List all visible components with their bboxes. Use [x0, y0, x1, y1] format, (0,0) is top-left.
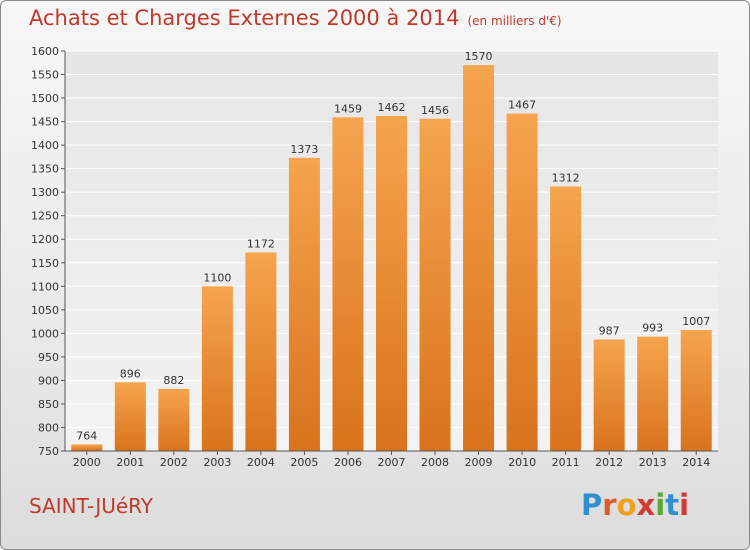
y-tick-label: 750 — [38, 445, 59, 458]
bar — [114, 382, 146, 451]
data-label: 882 — [163, 374, 184, 387]
logo-letter: o — [616, 488, 637, 522]
proxiti-logo[interactable]: Proxiti — [581, 488, 689, 522]
data-label: 987 — [599, 324, 620, 337]
y-tick-label: 1050 — [31, 304, 59, 317]
x-tick-label: 2006 — [334, 456, 362, 469]
data-label: 1456 — [421, 104, 449, 117]
bar — [245, 252, 277, 451]
bar — [463, 65, 495, 451]
x-tick-label: 2011 — [552, 456, 580, 469]
commune-name: SAINT-JUéRY — [29, 494, 153, 518]
x-tick-label: 2002 — [160, 456, 188, 469]
bar — [376, 115, 407, 452]
data-label: 1467 — [508, 99, 536, 112]
y-tick-label: 950 — [38, 351, 59, 364]
x-tick-label: 2013 — [639, 456, 667, 469]
x-tick-label: 2000 — [73, 456, 101, 469]
x-tick-label: 2001 — [116, 456, 144, 469]
data-label: 1007 — [682, 315, 710, 328]
x-tick-label: 2007 — [378, 456, 406, 469]
bar — [332, 117, 364, 452]
y-tick-label: 800 — [38, 421, 59, 434]
data-label: 896 — [120, 367, 141, 380]
bar — [158, 388, 190, 451]
logo-letter: P — [581, 488, 603, 522]
logo-letter: i — [679, 488, 690, 522]
x-tick-label: 2003 — [203, 456, 231, 469]
chart-title-text: Achats et Charges Externes 2000 à 2014 — [29, 6, 460, 30]
data-label: 1570 — [465, 50, 493, 63]
y-tick-label: 1250 — [31, 210, 59, 223]
x-tick-label: 2004 — [247, 456, 275, 469]
data-label: 764 — [76, 429, 97, 442]
bar — [71, 444, 103, 451]
x-tick-label: 2008 — [421, 456, 449, 469]
y-tick-label: 1450 — [31, 116, 59, 129]
x-tick-label: 2009 — [465, 456, 493, 469]
data-label: 1172 — [247, 237, 275, 250]
x-tick-label: 2014 — [682, 456, 710, 469]
logo-letter: x — [636, 488, 656, 522]
y-tick-label: 1150 — [31, 257, 59, 270]
data-label: 993 — [642, 322, 663, 335]
data-label: 1462 — [378, 101, 406, 114]
y-tick-label: 1000 — [31, 327, 59, 340]
bar — [506, 113, 538, 452]
y-tick-label: 1350 — [31, 163, 59, 176]
y-tick-label: 1100 — [31, 280, 59, 293]
y-tick-label: 850 — [38, 398, 59, 411]
y-tick-label: 1600 — [31, 45, 59, 58]
x-tick-label: 2010 — [508, 456, 536, 469]
x-tick-label: 2005 — [290, 456, 318, 469]
bar — [419, 118, 451, 451]
logo-letter: i — [655, 488, 666, 522]
data-label: 1312 — [552, 172, 580, 185]
bar — [637, 336, 669, 451]
bar — [680, 330, 712, 451]
y-tick-label: 1500 — [31, 92, 59, 105]
chart-title: Achats et Charges Externes 2000 à 2014 (e… — [29, 6, 562, 30]
y-tick-label: 900 — [38, 374, 59, 387]
data-label: 1373 — [290, 143, 318, 156]
y-tick-label: 1400 — [31, 139, 59, 152]
bar — [593, 339, 625, 451]
y-tick-label: 1200 — [31, 233, 59, 246]
logo-letter: r — [602, 488, 617, 522]
bar — [550, 186, 582, 451]
data-label: 1459 — [334, 102, 362, 115]
bar — [288, 157, 320, 451]
chart-units: (en milliers d'€) — [467, 14, 562, 28]
y-tick-label: 1550 — [31, 69, 59, 82]
y-tick-label: 1300 — [31, 186, 59, 199]
logo-letter: t — [665, 488, 680, 522]
bar — [201, 286, 233, 451]
data-label: 1100 — [203, 271, 231, 284]
x-tick-label: 2012 — [595, 456, 623, 469]
